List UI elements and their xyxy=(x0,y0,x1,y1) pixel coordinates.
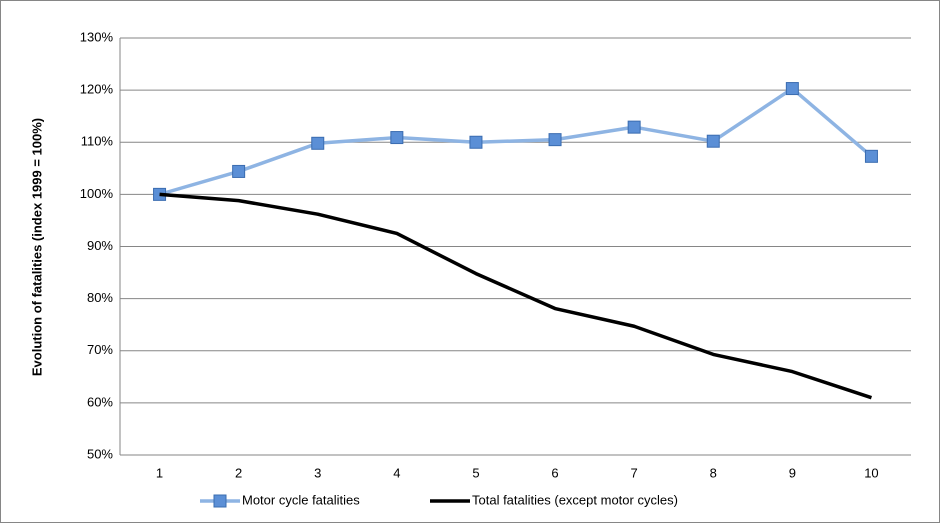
y-axis-label: Evolution of fatalities (index 1999 = 10… xyxy=(29,118,44,376)
marker xyxy=(311,136,325,150)
marker xyxy=(469,135,483,149)
series-line xyxy=(159,192,872,400)
y-tick-label: 80% xyxy=(87,290,113,305)
y-tick-label: 60% xyxy=(87,394,113,409)
x-tick-label: 1 xyxy=(156,465,163,480)
marker xyxy=(548,133,562,147)
y-tick-label: 90% xyxy=(87,238,113,253)
x-tick-label: 8 xyxy=(710,465,717,480)
y-tick-label: 110% xyxy=(81,134,114,149)
marker xyxy=(706,134,720,148)
legend-label: Total fatalities (except motor cycles) xyxy=(472,492,678,507)
series-line xyxy=(159,86,873,197)
x-tick-label: 2 xyxy=(235,465,242,480)
marker xyxy=(627,120,641,134)
x-tick-label: 3 xyxy=(314,465,321,480)
legend-marker xyxy=(213,494,227,508)
y-tick-label: 100% xyxy=(80,186,114,201)
legend-label: Motor cycle fatalities xyxy=(242,492,360,507)
x-tick-label: 4 xyxy=(393,465,400,480)
y-tick-label: 130% xyxy=(80,29,114,44)
x-tick-label: 5 xyxy=(472,465,479,480)
y-tick-label: 50% xyxy=(87,446,113,461)
x-tick-label: 9 xyxy=(789,465,796,480)
marker xyxy=(390,131,404,145)
marker xyxy=(785,82,799,96)
marker xyxy=(232,164,246,178)
y-tick-label: 70% xyxy=(87,342,113,357)
marker xyxy=(864,149,878,163)
y-tick-label: 120% xyxy=(80,82,114,97)
x-tick-label: 7 xyxy=(631,465,638,480)
x-tick-label: 6 xyxy=(551,465,558,480)
x-tick-label: 10 xyxy=(864,465,878,480)
